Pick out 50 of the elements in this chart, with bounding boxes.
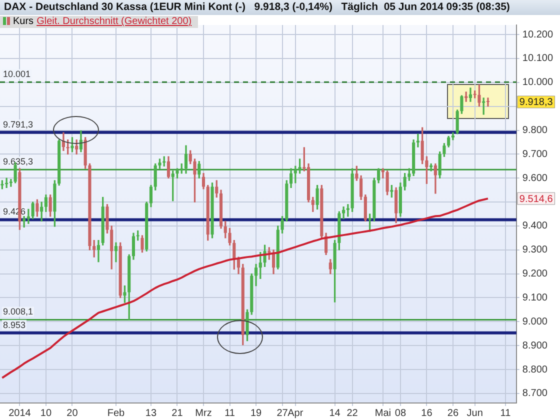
- x-tick-label: 16: [421, 408, 433, 419]
- x-tick-label: Jun: [466, 408, 483, 419]
- x-tick-label: Mai: [374, 408, 391, 419]
- x-tick-label: 08: [394, 408, 406, 419]
- candlestick: [9, 178, 12, 187]
- text: Gleit. Durchschnitt (Gewichtet 200): [36, 16, 192, 27]
- ref-line-label: 9.635,3: [3, 156, 34, 167]
- x-tick-label: 26: [447, 408, 459, 419]
- candlestick: [486, 98, 490, 107]
- y-tick-label: 9.800: [522, 125, 548, 136]
- x-tick-label: 11: [500, 408, 512, 419]
- candlestick: [40, 202, 44, 222]
- candlestick: [468, 88, 472, 102]
- x-tick-label: 20: [66, 408, 78, 419]
- ref-line-label: 9.791,3: [3, 119, 34, 130]
- y-tick-label: 9.300: [522, 244, 548, 256]
- y-tick-label: 8.700: [522, 388, 548, 400]
- x-tick-label: 27: [276, 408, 288, 419]
- x-tick-label: 13: [145, 408, 157, 419]
- y-tick-label: 8.800: [522, 364, 548, 376]
- y-tick-label: 9.400: [522, 220, 548, 232]
- y-tick-label: 9.100: [522, 292, 548, 304]
- x-tick-label: 10: [40, 408, 52, 419]
- ref-line-label: 10.001: [3, 69, 31, 80]
- ref-line-label: 9.008,1: [3, 306, 34, 317]
- y-tick-label: 9.000: [522, 316, 548, 328]
- y-tick-label: 10.200: [522, 29, 554, 40]
- y-tick-label: 9.200: [522, 268, 548, 280]
- y-tick-label: 10.000: [522, 77, 554, 88]
- x-tick-label: Mrz: [195, 408, 212, 419]
- legend-label: Kurs: [13, 16, 34, 27]
- chart-title: DAX - Deutschland 30 Kassa (1EUR Mini Kont (-) 9.918,3 (-0,14%) Täglich 05 Jun 2014 09:35 (08:35): [0, 0, 560, 15]
- y-tick-label: 9.700: [522, 148, 548, 160]
- x-tick-label: Feb: [107, 408, 126, 419]
- x-tick-label: 22: [346, 408, 358, 419]
- candlestick: [26, 208, 30, 224]
- candlestick: [96, 240, 100, 262]
- y-tick-label: 10.100: [522, 53, 554, 64]
- y-tick-label: 8.900: [522, 340, 548, 352]
- annotation: 9.918,3: [519, 97, 554, 108]
- x-tick-label: 21: [172, 408, 184, 419]
- candlestick: [22, 216, 26, 228]
- x-tick-label: 2014: [8, 408, 32, 419]
- x-tick-label: 19: [250, 408, 262, 419]
- x-tick-label: Apr: [288, 408, 304, 419]
- ref-line-label: 8.953: [3, 320, 26, 330]
- x-tick-label: 11: [224, 408, 236, 419]
- annotation: 9.514,6: [519, 194, 554, 205]
- y-tick-label: 9.600: [522, 172, 548, 184]
- x-tick-label: 14: [329, 408, 341, 419]
